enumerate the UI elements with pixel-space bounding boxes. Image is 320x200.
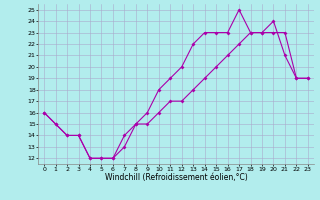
X-axis label: Windchill (Refroidissement éolien,°C): Windchill (Refroidissement éolien,°C) bbox=[105, 173, 247, 182]
